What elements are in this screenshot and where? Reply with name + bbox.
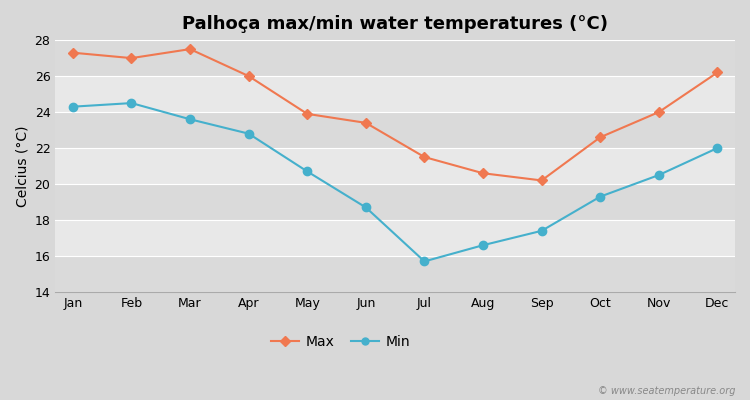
Max: [596, 135, 604, 140]
Bar: [56, 76, 735, 112]
Text: © www.seatemperature.org: © www.seatemperature.org: [598, 386, 735, 396]
Max: [537, 178, 546, 183]
Max: [478, 171, 488, 176]
Max: [68, 50, 77, 55]
Bar: [56, 148, 735, 184]
Y-axis label: Celcius (°C): Celcius (°C): [15, 125, 29, 207]
Max: [127, 56, 136, 60]
Max: [185, 47, 194, 52]
Min: [362, 205, 370, 210]
Title: Palhoça max/min water temperatures (°C): Palhoça max/min water temperatures (°C): [182, 15, 608, 33]
Max: [420, 155, 429, 160]
Max: [303, 112, 312, 116]
Min: [303, 169, 312, 174]
Min: [420, 259, 429, 264]
Max: [713, 70, 722, 75]
Min: [654, 173, 663, 178]
Bar: [56, 256, 735, 292]
Min: [713, 146, 722, 150]
Bar: [56, 40, 735, 76]
Min: [596, 194, 604, 199]
Min: [537, 228, 546, 233]
Min: [185, 117, 194, 122]
Line: Max: Max: [69, 45, 722, 184]
Legend: Max, Min: Max, Min: [266, 329, 416, 354]
Bar: [56, 112, 735, 148]
Min: [244, 131, 254, 136]
Bar: [56, 220, 735, 256]
Max: [244, 74, 254, 78]
Max: [362, 120, 370, 125]
Bar: [56, 184, 735, 220]
Min: [127, 101, 136, 106]
Min: [68, 104, 77, 109]
Max: [654, 110, 663, 114]
Line: Min: Min: [69, 99, 722, 266]
Min: [478, 243, 488, 248]
